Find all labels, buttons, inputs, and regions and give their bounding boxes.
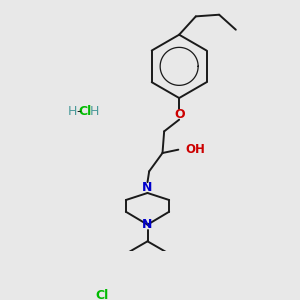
- Text: N: N: [142, 182, 153, 194]
- Text: N: N: [142, 218, 153, 231]
- Text: Cl: Cl: [78, 105, 92, 118]
- Text: H: H: [68, 105, 77, 118]
- Text: -: -: [76, 105, 81, 118]
- Text: OH: OH: [186, 143, 206, 156]
- Text: Cl: Cl: [95, 289, 108, 300]
- Text: O: O: [175, 108, 185, 121]
- Text: H: H: [89, 105, 99, 118]
